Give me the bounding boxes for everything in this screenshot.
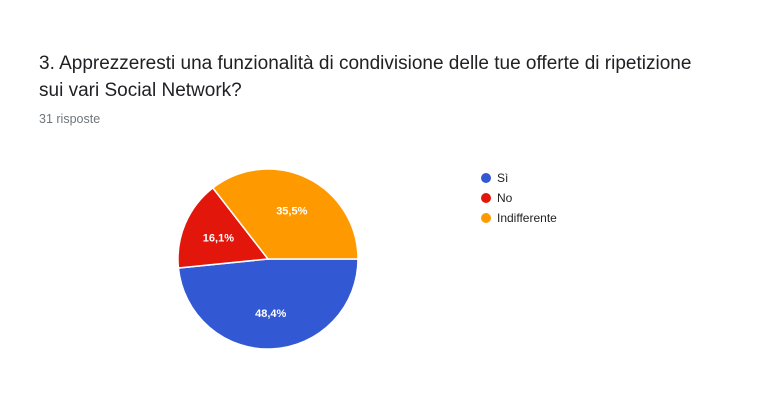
legend-label-indifferente: Indifferente <box>497 211 557 225</box>
legend-swatch-no <box>481 193 491 203</box>
slice-label-1: 16,1% <box>203 233 234 245</box>
legend-item-si[interactable]: Sì <box>481 168 557 188</box>
slice-label-0: 48,4% <box>255 308 286 320</box>
legend-swatch-si <box>481 173 491 183</box>
legend-swatch-indifferente <box>481 213 491 223</box>
pie-slice-1[interactable] <box>177 186 270 269</box>
legend-label-si: Sì <box>497 171 509 185</box>
legend-item-indifferente[interactable]: Indifferente <box>481 208 557 228</box>
legend-label-no: No <box>497 191 513 205</box>
slice-label-2: 35,5% <box>276 206 307 218</box>
chart-legend: Sì No Indifferente <box>481 168 557 228</box>
pie-slice-0[interactable] <box>177 258 359 350</box>
question-title: 3. Apprezzeresti una funzionalità di con… <box>39 53 692 101</box>
response-count: 31 risposte <box>39 112 101 126</box>
legend-item-no[interactable]: No <box>481 188 557 208</box>
pie-slice-2[interactable] <box>211 168 359 260</box>
